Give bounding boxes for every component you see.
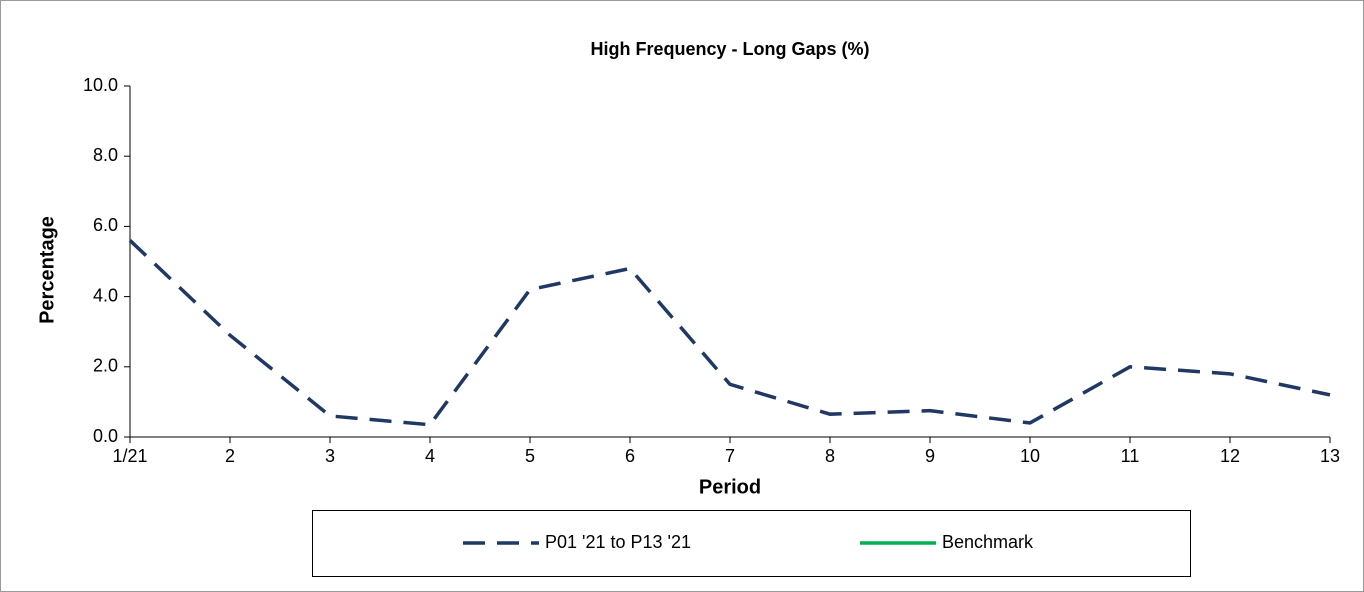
x-axis-title: Period — [699, 476, 761, 498]
x-tick-label: 12 — [1220, 446, 1240, 466]
chart-title: High Frequency - Long Gaps (%) — [590, 39, 869, 59]
x-tick-label: 11 — [1121, 446, 1140, 466]
x-tick-label: 13 — [1320, 446, 1340, 466]
x-tick-label: 5 — [525, 446, 535, 466]
y-tick-label: 4.0 — [93, 285, 118, 305]
x-tick-label: 8 — [825, 446, 835, 466]
legend-box — [312, 510, 1191, 577]
x-tick-label: 2 — [225, 446, 235, 466]
x-tick-label: 9 — [925, 446, 935, 466]
y-tick-label: 0.0 — [93, 426, 118, 446]
y-tick-label: 8.0 — [93, 145, 118, 165]
legend-label: P01 '21 to P13 '21 — [545, 532, 691, 552]
y-axis-title: Percentage — [36, 216, 58, 324]
x-tick-label: 7 — [725, 446, 735, 466]
x-tick-label: 10 — [1020, 446, 1040, 466]
legend-label: Benchmark — [942, 532, 1034, 552]
x-tick-label: 1/21 — [112, 446, 147, 466]
y-tick-label: 10.0 — [83, 75, 118, 95]
y-tick-label: 2.0 — [93, 356, 118, 376]
data-line — [128, 239, 1331, 427]
x-tick-label: 4 — [425, 446, 435, 466]
x-tick-label: 3 — [325, 446, 335, 466]
y-tick-label: 6.0 — [93, 215, 118, 235]
x-tick-label: 6 — [625, 446, 635, 466]
